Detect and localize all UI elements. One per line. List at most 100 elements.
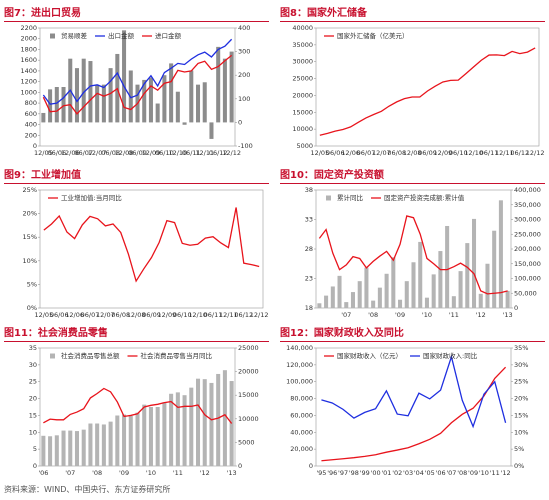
y-tick-label: 10% — [23, 257, 37, 265]
legend-swatch — [50, 33, 55, 39]
legend-swatch — [50, 353, 55, 359]
x-tick-label: 06/09 — [128, 149, 147, 157]
bar — [162, 75, 167, 123]
line — [319, 47, 536, 136]
bar — [108, 68, 113, 123]
x-tick-label: '12 — [476, 311, 486, 319]
y-tick-label: 1800 — [20, 45, 37, 53]
bar — [196, 84, 201, 123]
y-tick-label: 15% — [23, 233, 37, 241]
chart: 0%5%10%15%20%25%12/0506/0612/0606/0712/0… — [23, 186, 269, 319]
bar — [398, 299, 403, 308]
y2-tick-label: 0 — [514, 304, 518, 312]
y2-tick-label: 30% — [514, 361, 528, 369]
bar — [48, 89, 53, 123]
bar — [472, 218, 477, 308]
bar — [148, 407, 153, 466]
chart-title: 图7：进出口贸易 — [4, 4, 269, 22]
y-tick-label: 1600 — [20, 56, 37, 64]
bar — [209, 122, 214, 139]
y-tick-label: 38 — [305, 186, 313, 194]
line — [318, 215, 508, 295]
bar — [122, 30, 127, 123]
plot-frame — [39, 189, 264, 309]
x-tick-label: 06/10 — [155, 149, 174, 157]
x-tick-label: '11 — [449, 311, 459, 319]
line — [42, 38, 233, 105]
x-tick-label: 06/06 — [47, 149, 66, 157]
x-tick-label: 06/08 — [387, 149, 406, 157]
bar — [128, 415, 133, 466]
bar — [357, 281, 362, 308]
bar — [155, 103, 160, 123]
plot-frame — [315, 347, 512, 467]
x-tick-label: '12 — [501, 469, 511, 477]
legend-label: 累计同比 — [337, 193, 364, 202]
y-tick-label: 60,000 — [290, 411, 313, 419]
x-tick-label: 06/06 — [50, 311, 69, 319]
legend-label: 贸易顺差 — [61, 31, 88, 40]
x-tick-label: 12/07 — [88, 149, 107, 157]
x-tick-label: 06/11 — [480, 149, 499, 157]
bar — [498, 200, 503, 308]
y-tick-label: 1000 — [20, 88, 37, 96]
x-tick-label: 06/06 — [326, 149, 345, 157]
x-tick-label: 12/05 — [310, 149, 329, 157]
x-tick-label: '08 — [368, 311, 378, 319]
bar — [175, 91, 180, 123]
plot-frame — [39, 27, 236, 147]
bar — [41, 435, 46, 466]
bar — [128, 70, 133, 123]
x-tick-label: 12/11 — [495, 149, 514, 157]
y2-tick-label: 25% — [514, 378, 528, 386]
bar — [142, 79, 147, 123]
y-tick-label: 800 — [25, 99, 37, 107]
bar — [350, 292, 355, 308]
y-tick-label: 18 — [305, 304, 313, 312]
x-tick-label: 06/07 — [74, 149, 93, 157]
x-tick-label: 06/11 — [182, 149, 201, 157]
bar — [505, 290, 510, 308]
bar — [458, 271, 463, 308]
y2-tick-label: 0% — [514, 462, 524, 470]
x-tick-label: '04 — [414, 469, 424, 477]
bar — [175, 392, 180, 466]
line — [43, 207, 260, 283]
bar — [216, 373, 221, 466]
bar — [155, 407, 160, 466]
bar — [451, 296, 456, 308]
bar — [202, 379, 207, 466]
line — [321, 354, 507, 429]
legend-label: 出口金额 — [108, 31, 135, 40]
legend-label: 社会消费品零售当月同比 — [141, 351, 213, 360]
y2-tick-label: 10% — [514, 428, 528, 436]
line — [321, 366, 507, 462]
x-tick-label: '08 — [92, 469, 102, 477]
x-tick-label: '99 — [360, 469, 370, 477]
x-tick-label: '05 — [425, 469, 435, 477]
bar — [101, 84, 106, 123]
x-tick-label: '95 — [316, 469, 326, 477]
bar — [411, 262, 416, 308]
y2-tick-label: 300 — [238, 48, 250, 56]
y-tick-label: 25 — [29, 378, 37, 386]
x-tick-label: 12/12 — [526, 149, 545, 157]
legend-label: 工业增加值:当月同比 — [61, 193, 122, 202]
x-tick-label: '02 — [392, 469, 402, 477]
y-tick-label: 5000 — [296, 142, 313, 150]
bar — [189, 387, 194, 466]
x-tick-label: '11 — [173, 469, 183, 477]
y-tick-label: 0 — [33, 462, 37, 470]
x-tick-label: '06 — [38, 469, 48, 477]
bar — [196, 378, 201, 466]
bar — [337, 275, 342, 308]
x-tick-label: '09 — [119, 469, 129, 477]
bar — [324, 295, 329, 308]
x-tick-label: 06/09 — [418, 149, 437, 157]
y2-tick-label: 300,000 — [514, 216, 541, 224]
y-tick-label: 140,000 — [286, 344, 313, 352]
y2-tick-label: 10000 — [238, 415, 259, 423]
legend-label: 固定资产投资完成额:累计值 — [384, 193, 465, 202]
bar — [169, 63, 174, 123]
x-tick-label: 12/09 — [158, 311, 177, 319]
